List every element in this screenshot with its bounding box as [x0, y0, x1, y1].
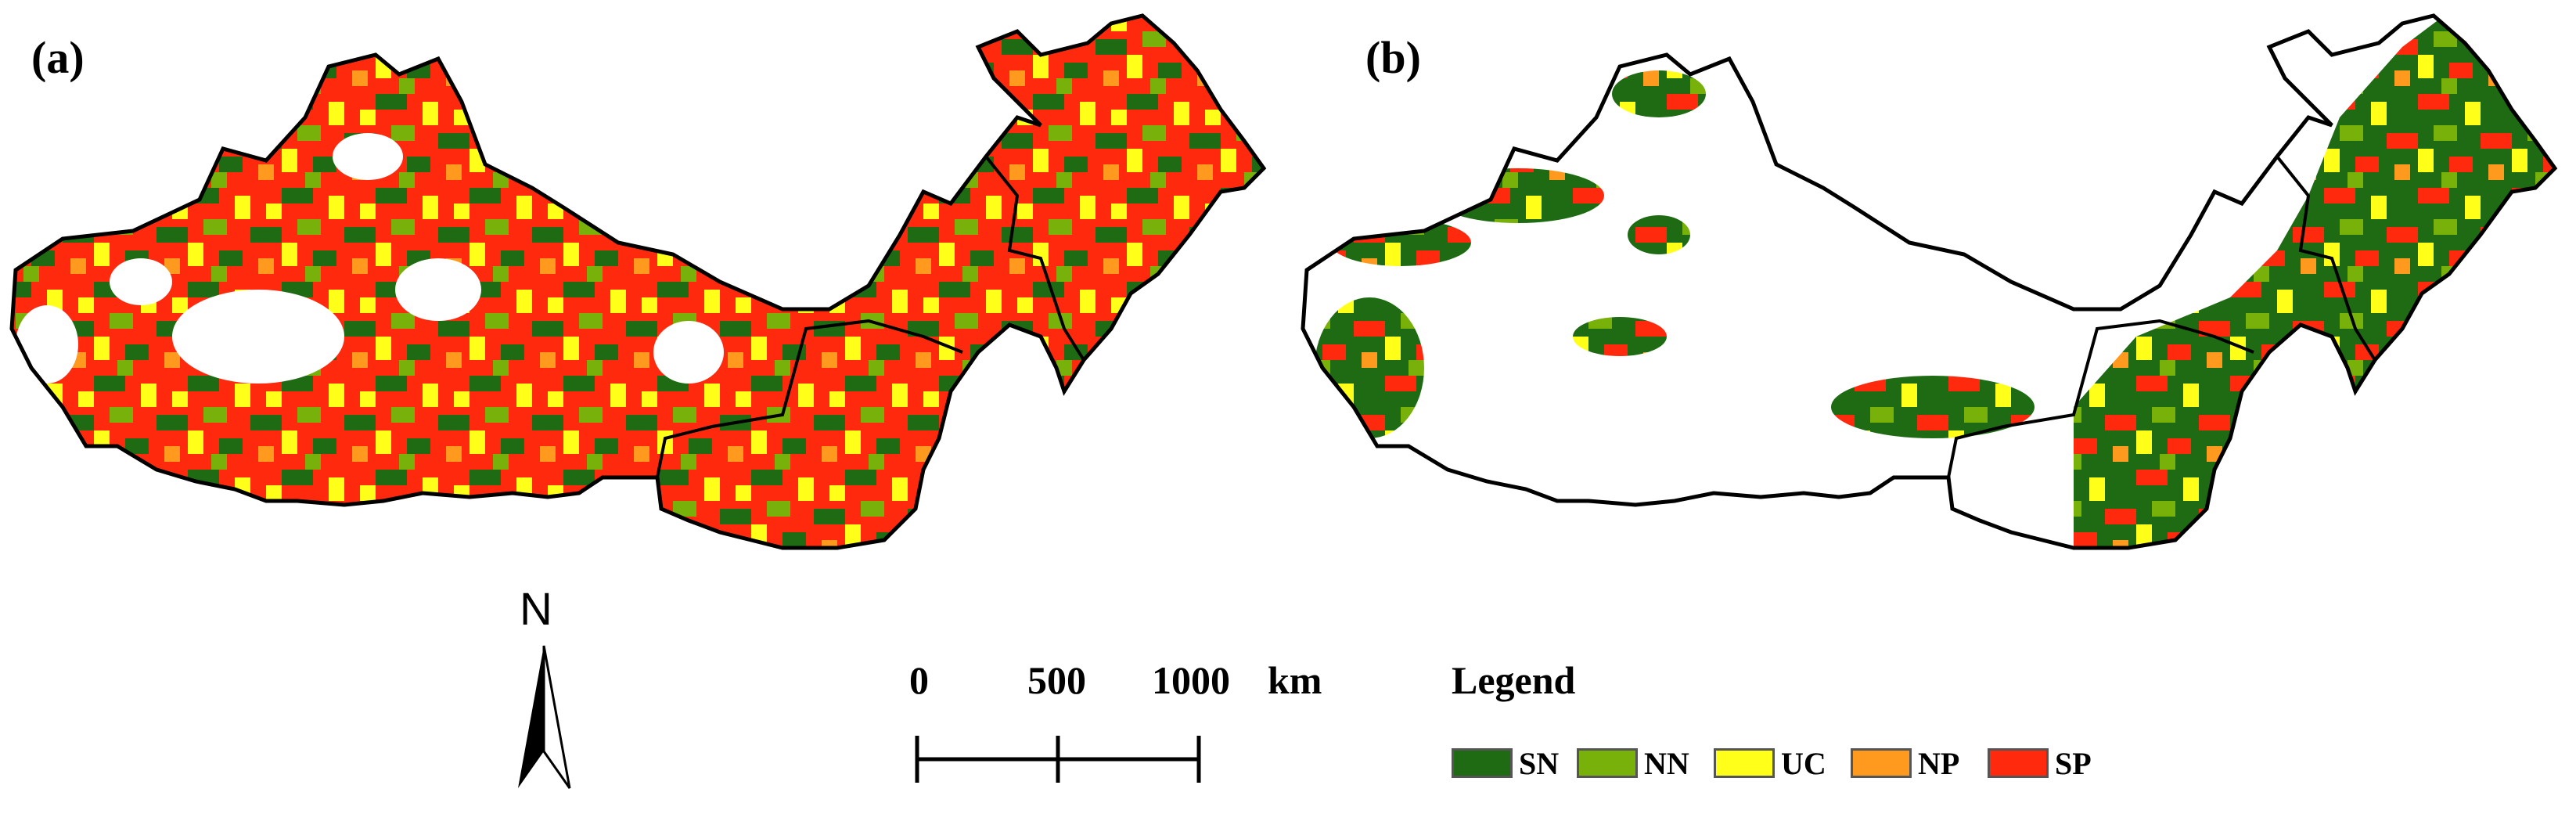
map-panel-b: [1291, 0, 2576, 595]
legend-label-sp: SP: [2055, 745, 2092, 781]
panel-label-b: (b): [1365, 32, 1421, 83]
legend-title: Legend: [1452, 658, 1576, 702]
legend-item-nn: NN: [1577, 744, 1689, 783]
legend-label-np: NP: [1918, 745, 1960, 781]
scale-bar: 0 500 1000 km: [892, 657, 1362, 798]
legend-swatch-sp: [1988, 748, 2049, 778]
north-letter: N: [520, 584, 552, 635]
legend-swatch-sn: [1452, 748, 1513, 778]
legend-item-uc: UC: [1714, 744, 1826, 783]
legend-label-nn: NN: [1644, 745, 1689, 781]
legend-item-sn: SN: [1452, 744, 1559, 783]
legend-item-np: NP: [1851, 744, 1959, 783]
legend-swatch-uc: [1714, 748, 1775, 778]
scale-bar-line: [915, 736, 1201, 783]
scale-unit: km: [1268, 658, 1322, 702]
north-arrow-icon: [518, 645, 571, 789]
scale-tick-500: 500: [1027, 658, 1086, 702]
legend-label-sn: SN: [1519, 745, 1560, 781]
legend-swatch-nn: [1577, 748, 1638, 778]
north-arrow: N: [485, 583, 603, 794]
scale-tick-0: 0: [909, 658, 929, 702]
map-panel-a: [0, 0, 1291, 595]
scale-tick-1000: 1000: [1152, 658, 1230, 702]
legend-label-uc: UC: [1781, 745, 1826, 781]
legend-swatch-np: [1851, 748, 1912, 778]
legend: Legend SN NN UC NP SP: [1452, 657, 2156, 798]
panel-label-a: (a): [31, 32, 85, 83]
legend-item-sp: SP: [1988, 744, 2092, 783]
